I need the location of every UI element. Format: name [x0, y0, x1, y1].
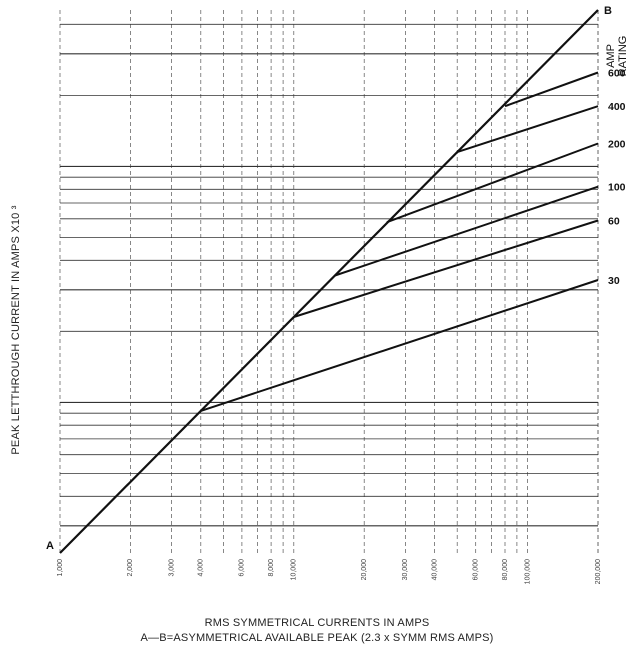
legend-title-word: RATING [617, 36, 629, 77]
reference-line-a-b [59, 9, 599, 554]
x-tick-label: 80,000 [502, 559, 509, 581]
series-label-30: 30 [608, 275, 620, 287]
reference-label-b: B [604, 5, 612, 17]
series-line-400 [456, 105, 599, 154]
series-line-30 [200, 279, 599, 412]
series-label-100: 100 [608, 182, 626, 194]
reference-label-a: A [46, 540, 54, 552]
x-tick-label: 8,000 [268, 559, 275, 577]
x-tick-label: 4,000 [198, 559, 205, 577]
x-tick-label: 60,000 [473, 559, 480, 581]
x-tick-label: 20,000 [361, 559, 368, 581]
series-line-200 [386, 142, 599, 224]
x-tick-label: 30,000 [402, 559, 409, 581]
x-tick-label: 40,000 [431, 559, 438, 581]
x-tick-label: 1,000 [57, 559, 64, 577]
series-line-60 [293, 219, 599, 318]
x-tick-label: 200,000 [595, 559, 602, 584]
x-tick-label: 2,000 [127, 559, 134, 577]
series-label-600: 600 [608, 68, 626, 80]
series-label-200: 200 [608, 139, 626, 151]
x-axis-note: A—B=ASYMMETRICAL AVAILABLE PEAK (2.3 x S… [140, 632, 494, 644]
x-tick-label: 3,000 [168, 559, 175, 577]
x-tick-label: 100,000 [524, 559, 531, 584]
series-line-100 [334, 185, 599, 277]
series-label-60: 60 [608, 216, 620, 228]
y-axis-title: PEAK LETTHROUGH CURRENT IN AMPS X10 ³ [10, 205, 22, 455]
x-tick-label: 10,000 [291, 559, 298, 581]
legend-title-word: AMP [605, 44, 617, 68]
series-label-400: 400 [608, 101, 626, 113]
series-line-600 [504, 71, 599, 108]
x-axis-title: RMS SYMMETRICAL CURRENTS IN AMPS [204, 617, 430, 629]
x-tick-label: 6,000 [239, 559, 246, 577]
